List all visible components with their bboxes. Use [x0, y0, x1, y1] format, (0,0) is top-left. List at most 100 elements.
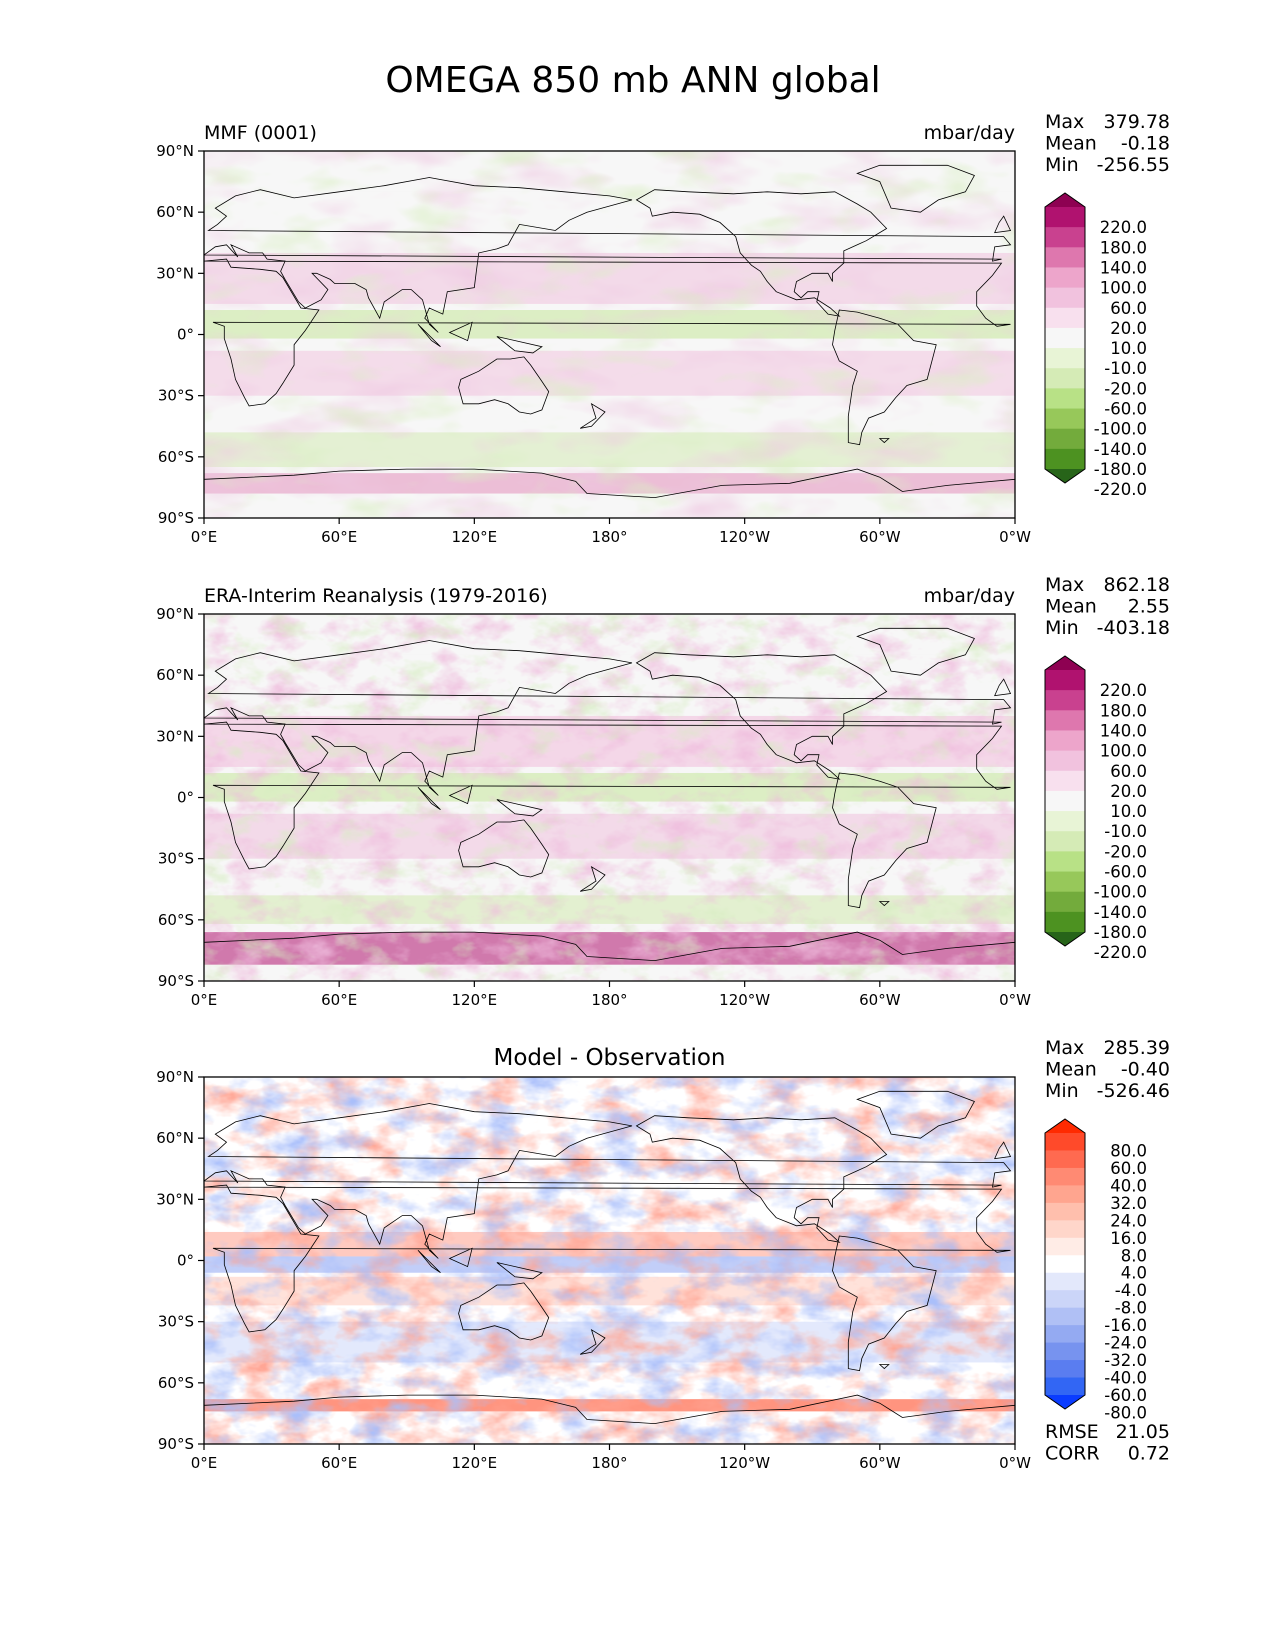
stat-name: Max — [1045, 1037, 1084, 1059]
colorbar-tick-label: -180.0 — [1094, 923, 1147, 942]
map-panel-obs: 0°E 60°E 120°E 180° 120°W 60°W 0°W 90°N 60°N 30°N… — [156, 574, 1170, 1009]
stat-value: 862.18 — [1104, 574, 1170, 596]
y-tick-label: 0° — [177, 1252, 194, 1270]
colorbar-segment — [1045, 1167, 1085, 1186]
map-panel-model: 0°E 60°E 120°E 180° 120°W 60°W 0°W 90°N 60°N 30°N… — [156, 111, 1170, 546]
colorbar-extend-min — [1045, 469, 1085, 483]
colorbar-segment — [1045, 1185, 1085, 1204]
x-tick-label: 0°E — [191, 1454, 218, 1472]
stat-name: Mean — [1045, 1059, 1097, 1081]
colorbar-tick-label: -20.0 — [1104, 842, 1147, 861]
colorbar-tick-label: -60.0 — [1104, 400, 1147, 419]
x-tick-label: 120°W — [719, 1454, 770, 1472]
metric-value: 21.05 — [1116, 1421, 1170, 1443]
metric-name: CORR — [1045, 1443, 1100, 1465]
x-tick-label: 0°W — [999, 528, 1031, 546]
colorbar-segment — [1045, 1220, 1085, 1239]
colorbar-extend-max — [1045, 656, 1085, 670]
colorbar-segment — [1045, 710, 1085, 731]
metric-value: 0.72 — [1128, 1443, 1170, 1465]
x-tick-label: 60°E — [321, 1454, 357, 1472]
x-tick-label: 60°W — [859, 1454, 901, 1472]
colorbar-segment — [1045, 1307, 1085, 1326]
colorbar-tick-label: -140.0 — [1094, 903, 1147, 922]
colorbar-tick-label: 24.0 — [1110, 1211, 1147, 1230]
colorbar-segment — [1045, 448, 1085, 470]
colorbar-segment — [1045, 247, 1085, 268]
colorbar-tick-label: 60.0 — [1110, 1159, 1147, 1178]
colorbar-segment — [1045, 348, 1085, 369]
colorbar-segment — [1045, 770, 1085, 792]
y-tick-label: 60°S — [158, 911, 194, 929]
colorbar-tick-label: 20.0 — [1110, 782, 1147, 801]
colorbar-tick-label: 40.0 — [1110, 1176, 1147, 1195]
colorbar-segment — [1045, 1237, 1085, 1256]
colorbar-extend-min — [1045, 932, 1085, 946]
y-tick-label: 30°N — [156, 264, 194, 282]
colorbar-tick-label: 80.0 — [1110, 1141, 1147, 1160]
y-tick-label: 30°S — [158, 850, 194, 868]
stat-value: -0.40 — [1121, 1059, 1170, 1081]
colorbar-tick-label: 4.0 — [1121, 1264, 1147, 1283]
colorbar-segment — [1045, 790, 1085, 812]
y-tick-label: 90°S — [158, 972, 194, 990]
x-tick-label: 120°E — [452, 991, 498, 1009]
x-tick-label: 60°E — [321, 528, 357, 546]
x-tick-label: 120°E — [452, 1454, 498, 1472]
panel-left-label: ERA-Interim Reanalysis (1979-2016) — [204, 585, 548, 607]
colorbar-tick-label: 10.0 — [1110, 802, 1147, 821]
map-field — [204, 614, 1015, 981]
colorbar-tick-label: 180.0 — [1100, 701, 1147, 720]
colorbar-segment — [1045, 267, 1085, 289]
y-tick-label: 30°S — [158, 387, 194, 405]
y-tick-label: 30°N — [156, 727, 194, 745]
figure-title: OMEGA 850 mb ANN global — [385, 60, 880, 101]
colorbar-tick-label: -100.0 — [1094, 883, 1147, 902]
y-tick-label: 90°N — [156, 605, 194, 623]
colorbar-segment — [1045, 1150, 1085, 1169]
colorbar-tick-label: -140.0 — [1094, 440, 1147, 459]
coastlines — [204, 627, 1015, 981]
colorbar-tick-label: 60.0 — [1110, 299, 1147, 318]
stat-name: Min — [1045, 617, 1079, 639]
colorbar-tick-label: -220.0 — [1094, 943, 1147, 962]
stat-value: 379.78 — [1104, 111, 1170, 133]
colorbar-segment — [1045, 1202, 1085, 1221]
x-tick-label: 0°W — [999, 1454, 1031, 1472]
panel-center-title: Model - Observation — [493, 1045, 725, 1071]
y-tick-label: 0° — [177, 789, 194, 807]
y-tick-label: 30°S — [158, 1313, 194, 1331]
x-tick-label: 120°W — [719, 528, 770, 546]
colorbar-segment — [1045, 368, 1085, 389]
colorbar-tick-label: 220.0 — [1100, 218, 1147, 237]
colorbar-tick-label: -4.0 — [1115, 1281, 1147, 1300]
colorbar-segment — [1045, 327, 1085, 349]
colorbar-tick-label: 8.0 — [1121, 1246, 1147, 1265]
colorbar-segment — [1045, 811, 1085, 832]
y-tick-label: 90°S — [158, 509, 194, 527]
y-tick-label: 60°N — [156, 1129, 194, 1147]
colorbar-tick-label: 16.0 — [1110, 1229, 1147, 1248]
y-tick-label: 90°N — [156, 1068, 194, 1086]
colorbar-tick-label: -32.0 — [1104, 1351, 1147, 1370]
y-tick-label: 60°S — [158, 448, 194, 466]
colorbar-segment — [1045, 1360, 1085, 1379]
colorbar-tick-label: 10.0 — [1110, 339, 1147, 358]
colorbar-segment — [1045, 1325, 1085, 1344]
colorbar-segment — [1045, 408, 1085, 430]
x-tick-label: 0°E — [191, 991, 218, 1009]
coastlines — [204, 164, 1015, 518]
y-tick-label: 30°N — [156, 1190, 194, 1208]
map-field — [204, 1077, 1015, 1444]
colorbar: 80.060.040.032.024.016.08.04.0-4.0-8.0-1… — [1044, 1118, 1147, 1422]
colorbar-tick-label: 32.0 — [1110, 1194, 1147, 1213]
metric-name: RMSE — [1045, 1421, 1099, 1443]
colorbar-tick-label: -60.0 — [1104, 863, 1147, 882]
colorbar-tick-label: -10.0 — [1104, 822, 1147, 841]
colorbar-tick-label: -220.0 — [1094, 480, 1147, 499]
y-tick-label: 60°S — [158, 1374, 194, 1392]
x-tick-label: 120°W — [719, 991, 770, 1009]
colorbar-extend-min — [1045, 1395, 1085, 1409]
stat-name: Mean — [1045, 133, 1097, 155]
